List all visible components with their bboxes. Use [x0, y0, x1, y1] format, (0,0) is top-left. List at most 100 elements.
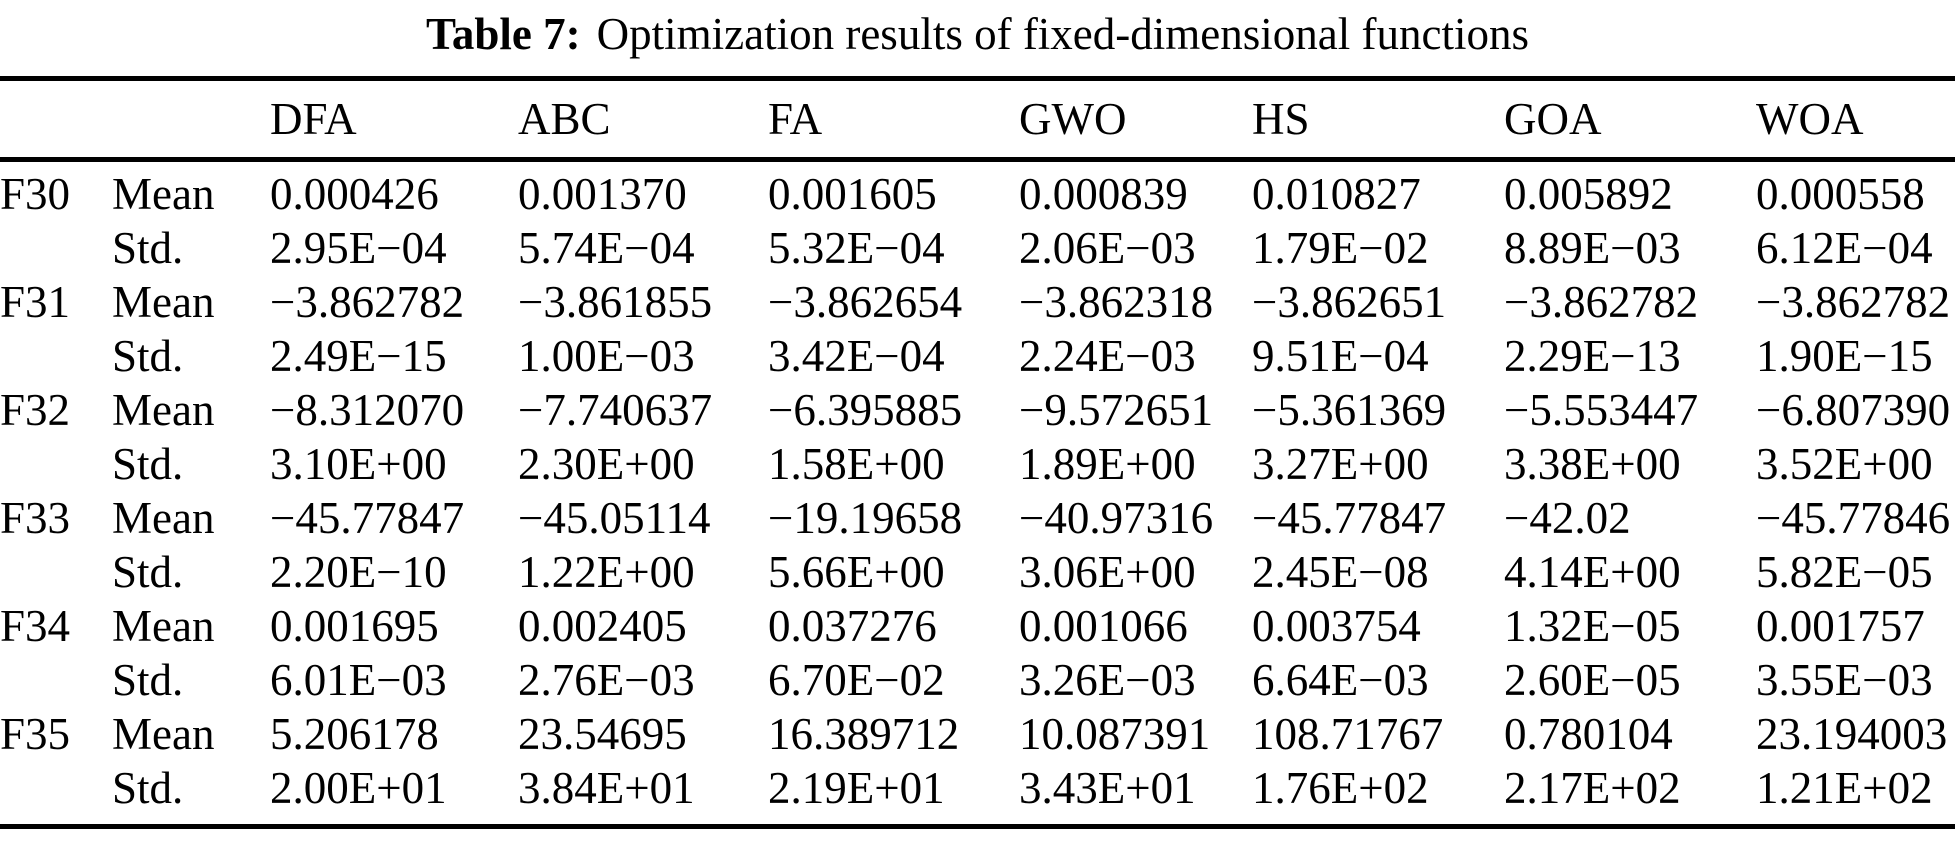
value-cell: 3.52E+00 [1756, 439, 1933, 489]
table-caption: Table 7: Optimization results of fixed-di… [0, 8, 1955, 60]
value-cell: 5.32E−04 [768, 223, 945, 273]
value-cell: −7.740637 [518, 385, 713, 435]
value-cell: 1.00E−03 [518, 331, 695, 381]
function-label: F32 [0, 385, 71, 435]
function-label: F35 [0, 709, 71, 759]
value-cell: −3.862782 [270, 277, 465, 327]
function-label [0, 545, 112, 599]
value-cell: 3.27E+00 [1252, 439, 1429, 489]
stat-label: Std. [112, 655, 184, 705]
corner-cell-function [0, 78, 112, 162]
results-table: DFA ABC FA GWO HS GOA WOA F30 Mean 0.000426 0.001… [0, 76, 1955, 829]
value-cell: 3.84E+01 [518, 763, 695, 813]
value-cell: 2.19E+01 [768, 763, 945, 813]
table-row-f35-std: Std. 2.00E+01 3.84E+01 2.19E+01 3.43E+01 1.76… [0, 761, 1955, 827]
value-cell: 5.66E+00 [768, 547, 945, 597]
value-cell: −45.77847 [1252, 493, 1447, 543]
value-cell: 1.21E+02 [1756, 763, 1933, 813]
value-cell: 5.82E−05 [1756, 547, 1933, 597]
value-cell: 0.001370 [518, 169, 687, 219]
value-cell: 2.49E−15 [270, 331, 447, 381]
stat-label: Std. [112, 223, 184, 273]
value-cell: 0.000558 [1756, 169, 1925, 219]
value-cell: 0.001695 [270, 601, 439, 651]
value-cell: 2.17E+02 [1504, 763, 1681, 813]
value-cell: 2.30E+00 [518, 439, 695, 489]
function-label: F30 [0, 169, 71, 219]
value-cell: 1.89E+00 [1019, 439, 1196, 489]
page: Table 7: Optimization results of fixed-di… [0, 8, 1955, 829]
value-cell: 2.24E−03 [1019, 331, 1196, 381]
table-row-f33-mean: F33 Mean −45.77847 −45.05114 −19.19658 −40.97… [0, 491, 1955, 545]
column-header-hs: HS [1252, 78, 1504, 162]
value-cell: 108.71767 [1252, 709, 1444, 759]
table-body: F30 Mean 0.000426 0.001370 0.001605 0.000839 0… [0, 160, 1955, 827]
function-label [0, 437, 112, 491]
value-cell: −3.862318 [1019, 277, 1214, 327]
value-cell: 1.76E+02 [1252, 763, 1429, 813]
value-cell: 3.38E+00 [1504, 439, 1681, 489]
value-cell: 0.037276 [768, 601, 937, 651]
value-cell: 23.194003 [1756, 709, 1948, 759]
value-cell: 5.206178 [270, 709, 439, 759]
stat-label: Mean [112, 277, 215, 327]
value-cell: 1.79E−02 [1252, 223, 1429, 273]
value-cell: 1.32E−05 [1504, 601, 1681, 651]
value-cell: 1.90E−15 [1756, 331, 1933, 381]
value-cell: 6.12E−04 [1756, 223, 1933, 273]
value-cell: 2.76E−03 [518, 655, 695, 705]
value-cell: −3.862651 [1252, 277, 1447, 327]
table-row-f32-std: Std. 3.10E+00 2.30E+00 1.58E+00 1.89E+00 3.27… [0, 437, 1955, 491]
value-cell: −3.861855 [518, 277, 713, 327]
value-cell: 0.000839 [1019, 169, 1188, 219]
table-row-f32-mean: F32 Mean −8.312070 −7.740637 −6.395885 −9.572… [0, 383, 1955, 437]
column-header-abc: ABC [518, 78, 768, 162]
value-cell: 2.60E−05 [1504, 655, 1681, 705]
value-cell: 2.45E−08 [1252, 547, 1429, 597]
table-row-f33-std: Std. 2.20E−10 1.22E+00 5.66E+00 3.06E+00 2.45… [0, 545, 1955, 599]
value-cell: 0.001066 [1019, 601, 1188, 651]
value-cell: 5.74E−04 [518, 223, 695, 273]
stat-label: Mean [112, 493, 215, 543]
table-header: DFA ABC FA GWO HS GOA WOA [0, 78, 1955, 162]
value-cell: 0.002405 [518, 601, 687, 651]
corner-cell-stat [112, 78, 270, 162]
value-cell: 2.95E−04 [270, 223, 447, 273]
value-cell: 1.22E+00 [518, 547, 695, 597]
value-cell: −6.807390 [1756, 385, 1951, 435]
value-cell: 2.29E−13 [1504, 331, 1681, 381]
table-row-f31-std: Std. 2.49E−15 1.00E−03 3.42E−04 2.24E−03 9.51… [0, 329, 1955, 383]
value-cell: −8.312070 [270, 385, 465, 435]
column-header-woa: WOA [1756, 78, 1955, 162]
table-row-f35-mean: F35 Mean 5.206178 23.54695 16.389712 10.08739… [0, 707, 1955, 761]
column-header-goa: GOA [1504, 78, 1756, 162]
value-cell: 3.10E+00 [270, 439, 447, 489]
value-cell: 3.06E+00 [1019, 547, 1196, 597]
table-row-f34-mean: F34 Mean 0.001695 0.002405 0.037276 0.001066 0… [0, 599, 1955, 653]
value-cell: 2.06E−03 [1019, 223, 1196, 273]
function-label: F34 [0, 601, 71, 651]
stat-label: Std. [112, 439, 184, 489]
function-label [0, 221, 112, 275]
function-label [0, 761, 112, 827]
function-label [0, 329, 112, 383]
value-cell: 0.010827 [1252, 169, 1421, 219]
stat-label: Std. [112, 763, 184, 813]
header-row: DFA ABC FA GWO HS GOA WOA [0, 78, 1955, 162]
value-cell: 0.005892 [1504, 169, 1673, 219]
value-cell: −40.97316 [1019, 493, 1214, 543]
value-cell: 6.70E−02 [768, 655, 945, 705]
value-cell: 1.58E+00 [768, 439, 945, 489]
stat-label: Std. [112, 331, 184, 381]
value-cell: 0.780104 [1504, 709, 1673, 759]
value-cell: −6.395885 [768, 385, 963, 435]
table-row-f30-std: Std. 2.95E−04 5.74E−04 5.32E−04 2.06E−03 1.79… [0, 221, 1955, 275]
value-cell: 3.43E+01 [1019, 763, 1196, 813]
stat-label: Mean [112, 169, 215, 219]
value-cell: 8.89E−03 [1504, 223, 1681, 273]
value-cell: −19.19658 [768, 493, 963, 543]
column-header-fa: FA [768, 78, 1019, 162]
stat-label: Mean [112, 709, 215, 759]
table-row-f31-mean: F31 Mean −3.862782 −3.861855 −3.862654 −3.862… [0, 275, 1955, 329]
value-cell: 0.001605 [768, 169, 937, 219]
